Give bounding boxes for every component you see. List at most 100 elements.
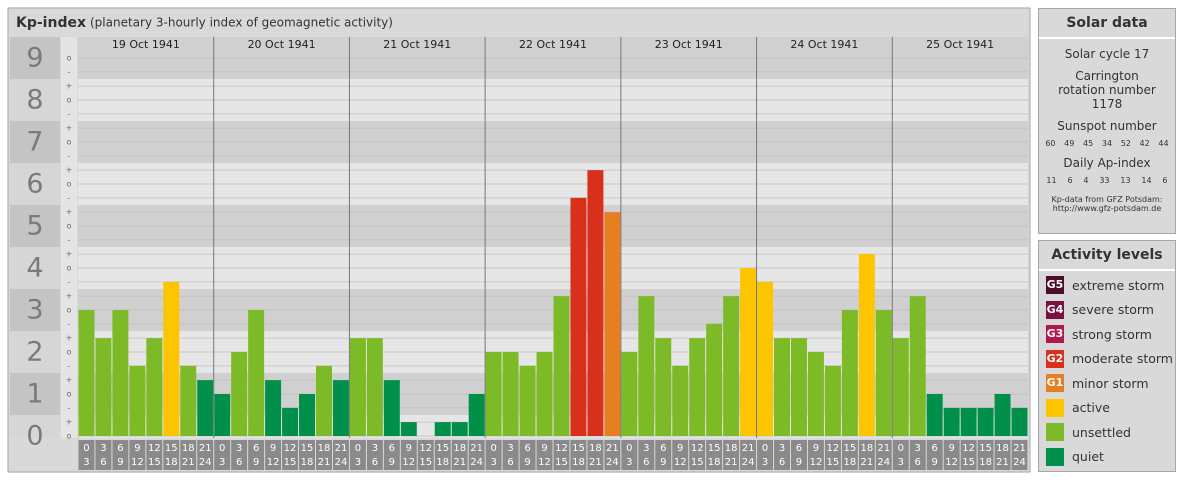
time-slot-box (519, 440, 536, 470)
time-slot-end: 6 (372, 457, 378, 468)
minor-tick-label: - (68, 151, 71, 160)
time-slot-end: 24 (606, 457, 619, 468)
time-slot-box (248, 440, 265, 470)
time-slot-start: 15 (572, 443, 585, 454)
chart: Kp-index (planetary 3-hourly index of ge… (7, 7, 1031, 473)
ap-title: Daily Ap-index (1063, 156, 1151, 170)
solar-cycle: Solar cycle 17 (1064, 47, 1150, 61)
time-slot-start: 0 (355, 443, 361, 454)
activity-panel: Activity levels G5 extreme storm G4 severe … (1038, 240, 1176, 472)
time-slot-start: 12 (555, 443, 568, 454)
time-slot-end: 18 (436, 457, 449, 468)
time-slot-start: 6 (660, 443, 666, 454)
time-slot-end: 15 (555, 457, 568, 468)
bar (163, 281, 180, 436)
bar (434, 422, 451, 436)
time-slot-end: 9 (796, 457, 802, 468)
time-slot-end: 12 (267, 457, 280, 468)
time-slot-start: 18 (589, 443, 602, 454)
time-slot-box (163, 440, 180, 470)
chart-subtitle: (planetary 3-hourly index of geomagnetic… (90, 16, 393, 30)
time-slot-box (943, 440, 960, 470)
bar (960, 407, 977, 436)
bar (638, 296, 655, 436)
time-slot-end: 24 (877, 457, 890, 468)
time-slot-box (638, 440, 655, 470)
minor-tick-label: + (66, 82, 73, 91)
time-slot-box (824, 440, 841, 470)
bar (282, 407, 299, 436)
time-slot-start: 15 (708, 443, 721, 454)
time-slot-start: 3 (779, 443, 785, 454)
time-slot-box (909, 440, 926, 470)
y-band (10, 247, 60, 289)
time-slot-box (332, 440, 349, 470)
ap-value: 13 (1120, 176, 1131, 185)
time-slot-start: 3 (236, 443, 242, 454)
bar (112, 310, 129, 436)
time-slot-box (383, 440, 400, 470)
minor-column (61, 37, 77, 438)
time-slot-end: 3 (490, 457, 496, 468)
time-slot-end: 3 (898, 457, 904, 468)
time-slot-end: 3 (762, 457, 768, 468)
bar (485, 352, 502, 436)
legend-item: active (1039, 396, 1175, 421)
bar (78, 310, 95, 436)
bar (299, 394, 315, 436)
time-slot-box (502, 440, 519, 470)
y-band (10, 289, 60, 331)
bar (383, 380, 400, 436)
time-slot-start: 18 (860, 443, 873, 454)
day-label: 21 Oct 1941 (383, 38, 451, 51)
y-tick-label: 8 (26, 85, 43, 116)
time-slot-start: 9 (270, 443, 276, 454)
time-slot-end: 15 (827, 457, 840, 468)
bar (332, 380, 349, 436)
bar (146, 338, 163, 436)
time-slot-box (231, 440, 248, 470)
bar (502, 352, 519, 436)
ap-value: 4 (1083, 176, 1089, 185)
y-tick-label: 7 (26, 127, 43, 158)
time-slot-box (875, 440, 892, 470)
time-slot-end: 24 (199, 457, 212, 468)
time-slot-start: 12 (691, 443, 704, 454)
time-slot-box (1011, 440, 1028, 470)
legend-item: G5 extreme storm (1039, 273, 1175, 298)
time-slot-end: 9 (389, 457, 395, 468)
ap-value: 6 (1067, 176, 1073, 185)
time-slot-end: 9 (253, 457, 259, 468)
bar (807, 352, 824, 436)
ap-list: 11 6 4 33 13 14 6 (1039, 176, 1175, 185)
sunspot-title: Sunspot number (1057, 119, 1157, 133)
time-slot-start: 3 (100, 443, 106, 454)
time-slot-start: 18 (182, 443, 195, 454)
bar (757, 281, 774, 436)
panel-title: Solar data (1039, 9, 1175, 39)
time-slot-box (994, 440, 1011, 470)
time-slot-start: 0 (83, 443, 89, 454)
time-slot-box (706, 440, 723, 470)
legend-swatch: G2 (1046, 349, 1064, 368)
time-slot-start: 9 (541, 443, 547, 454)
time-slot-end: 15 (691, 457, 704, 468)
minor-tick-label: + (66, 124, 73, 133)
bar (621, 352, 638, 436)
time-slot-start: 18 (996, 443, 1009, 454)
time-slot-end: 12 (674, 457, 687, 468)
time-slot-start: 12 (962, 443, 975, 454)
time-slot-start: 21 (742, 443, 755, 454)
time-slot-box (468, 440, 485, 470)
time-slot-end: 6 (643, 457, 649, 468)
minor-tick-label: - (68, 235, 71, 244)
time-slot-box (774, 440, 790, 470)
bar (604, 212, 621, 436)
time-slot-box (621, 440, 638, 470)
time-slot-end: 24 (742, 457, 755, 468)
time-slot-box (553, 440, 570, 470)
bar (95, 338, 112, 436)
ap-value: 6 (1162, 176, 1168, 185)
time-slot-box (807, 440, 824, 470)
y-tick-label: 0 (26, 421, 43, 452)
